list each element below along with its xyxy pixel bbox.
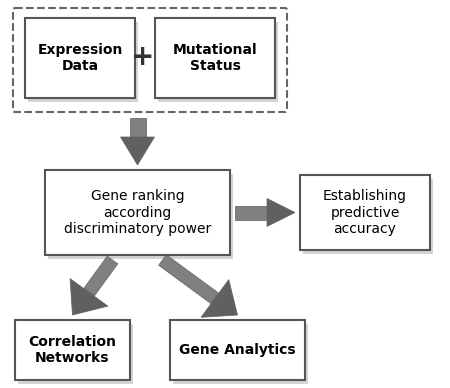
Polygon shape	[121, 137, 154, 165]
Text: +: +	[131, 43, 155, 71]
Polygon shape	[267, 199, 295, 227]
Polygon shape	[201, 280, 238, 317]
Text: Gene ranking
according
discriminatory power: Gene ranking according discriminatory po…	[64, 189, 211, 236]
Polygon shape	[159, 255, 219, 304]
Text: Gene Analytics: Gene Analytics	[179, 343, 296, 357]
FancyBboxPatch shape	[155, 18, 275, 98]
FancyBboxPatch shape	[15, 320, 130, 380]
FancyBboxPatch shape	[303, 179, 433, 254]
Text: Expression
Data: Expression Data	[37, 43, 123, 73]
FancyBboxPatch shape	[158, 22, 278, 102]
FancyBboxPatch shape	[45, 170, 230, 255]
Polygon shape	[70, 279, 108, 315]
FancyBboxPatch shape	[170, 320, 305, 380]
FancyBboxPatch shape	[300, 175, 430, 250]
Polygon shape	[235, 206, 267, 220]
Text: Mutational
Status: Mutational Status	[173, 43, 257, 73]
Polygon shape	[130, 118, 145, 137]
FancyBboxPatch shape	[18, 324, 133, 384]
Text: Establishing
predictive
accuracy: Establishing predictive accuracy	[323, 189, 407, 236]
Text: Correlation
Networks: Correlation Networks	[28, 335, 117, 365]
FancyBboxPatch shape	[173, 324, 308, 384]
FancyBboxPatch shape	[28, 22, 138, 102]
Polygon shape	[84, 256, 118, 296]
FancyBboxPatch shape	[48, 174, 233, 259]
FancyBboxPatch shape	[25, 18, 135, 98]
